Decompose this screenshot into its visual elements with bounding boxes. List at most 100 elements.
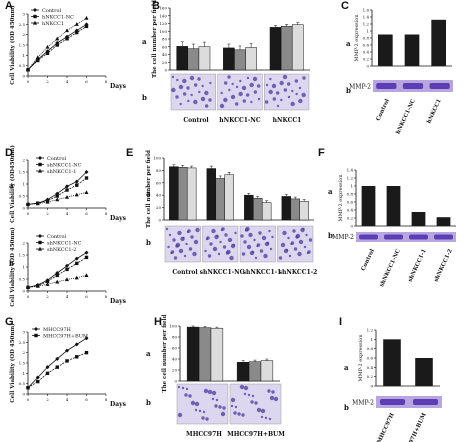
chart-i-ytick-label: 0.2 bbox=[367, 374, 374, 379]
micro-e-cell bbox=[297, 251, 302, 257]
micro-b-cell bbox=[298, 98, 303, 104]
micro-e-cell bbox=[269, 247, 273, 251]
micro-b-cell bbox=[264, 100, 269, 104]
panel-letter-e: E bbox=[126, 147, 134, 159]
chart-a-xtick-label: 2 bbox=[46, 79, 49, 84]
chart-g-point bbox=[45, 371, 50, 376]
row-letter-i-b: b bbox=[344, 403, 349, 412]
chart-b-ytick-label: 140 bbox=[159, 13, 167, 18]
chart-e-group-label: shNKCC1-1 bbox=[243, 269, 282, 276]
chart-c-bar bbox=[404, 34, 420, 66]
micro-e-cell bbox=[234, 231, 237, 235]
micro-e-cell bbox=[303, 245, 307, 249]
chart-e-bar bbox=[299, 201, 309, 221]
chart-d-a-point bbox=[45, 199, 50, 204]
chart-d-b-legend-marker bbox=[38, 246, 42, 251]
micro-h-cell bbox=[260, 415, 264, 419]
chart-c-ytick-label: 0.2 bbox=[363, 57, 370, 62]
micro-b-cell bbox=[249, 82, 254, 88]
chart-h-bar bbox=[260, 360, 274, 382]
chart-a-ytick-label: 0.5 bbox=[19, 63, 26, 68]
micro-h-cell bbox=[230, 397, 236, 403]
chart-e-bar bbox=[253, 198, 263, 221]
chart-b-bar bbox=[187, 48, 200, 71]
chart-a-xtick-label: 8 bbox=[105, 79, 108, 84]
micro-h-cell bbox=[268, 417, 272, 421]
chart-g-ytick-label: 1 bbox=[22, 371, 25, 376]
micro-b-cell bbox=[252, 76, 258, 82]
chart-d-b-xlabel: Days bbox=[110, 298, 127, 305]
micro-e-cell bbox=[230, 243, 236, 249]
chart-g-legend-marker bbox=[34, 333, 38, 338]
micro-b-cell bbox=[279, 80, 284, 86]
chart-e-group-label: shNKCC1-NC bbox=[200, 269, 245, 276]
micro-h-cell bbox=[201, 416, 205, 420]
chart-h-bar bbox=[210, 327, 224, 382]
chart-a-ylabel: Cell Viability (OD 450nm) bbox=[9, 5, 16, 85]
chart-b-ylabel: The cell number per field bbox=[152, 0, 158, 78]
chart-e-bar bbox=[178, 167, 188, 221]
chart-e-bar bbox=[261, 202, 272, 221]
micro-e-cell bbox=[173, 256, 178, 260]
micro-e-cell bbox=[205, 237, 209, 241]
micro-b-cell bbox=[295, 92, 298, 96]
micro-h-cell bbox=[222, 406, 226, 410]
micro-b-cell bbox=[271, 83, 277, 89]
chart-d-a-legend-label: Control bbox=[47, 156, 66, 162]
micro-e-cell bbox=[214, 234, 219, 240]
micro-e-cell bbox=[177, 230, 182, 236]
chart-h-bar bbox=[198, 327, 212, 382]
chart-d-a-legend-marker bbox=[38, 162, 42, 167]
chart-g-point bbox=[35, 375, 40, 380]
chart-c-bar bbox=[431, 19, 446, 66]
chart-d-b-ytick-label: 1.5 bbox=[19, 253, 26, 258]
chart-d-b-point bbox=[26, 285, 30, 289]
chart-d-a-point bbox=[35, 201, 40, 206]
blot-f-band bbox=[434, 234, 453, 240]
micro-h-cell bbox=[177, 412, 183, 418]
chart-a-point bbox=[55, 36, 60, 41]
chart-d-b-legend-marker bbox=[38, 240, 42, 245]
chart-g-point bbox=[84, 336, 89, 341]
micro-b-cell bbox=[239, 79, 242, 83]
panel-letter-c: C bbox=[341, 0, 349, 12]
micro-h-cell bbox=[239, 384, 245, 390]
chart-a-point bbox=[84, 24, 89, 29]
row-letter-d-a: a bbox=[9, 181, 14, 190]
blot-c-band bbox=[376, 83, 397, 89]
chart-d-a-point bbox=[84, 176, 89, 180]
chart-i-group-label: MHCC97H bbox=[376, 412, 395, 442]
row-letter-c-b: b bbox=[346, 86, 351, 95]
micro-b-cell bbox=[208, 98, 212, 102]
micro-b-cell bbox=[186, 86, 190, 90]
chart-d-a-legend-label: shNKCC1-1 bbox=[47, 169, 76, 175]
micro-h-cell bbox=[241, 413, 245, 417]
blot-c-band bbox=[402, 83, 424, 89]
chart-g-ytick-label: 3 bbox=[22, 330, 25, 335]
chart-d-a-point bbox=[65, 188, 69, 192]
micro-e-cell bbox=[282, 230, 287, 236]
micro-h-cell bbox=[207, 389, 213, 395]
chart-b-ytick-label: 100 bbox=[159, 29, 167, 34]
micro-e-cell bbox=[212, 246, 218, 252]
micro-h-cell bbox=[202, 410, 206, 414]
blot-f-band bbox=[409, 234, 428, 240]
chart-d-a-legend-marker bbox=[38, 168, 42, 173]
micro-b-cell bbox=[219, 103, 225, 109]
micro-e-cell bbox=[204, 249, 207, 253]
micro-e-cell bbox=[240, 234, 244, 238]
micro-e-cell bbox=[217, 252, 221, 256]
chart-h-ytick-label: 20 bbox=[172, 368, 178, 373]
micro-b-cell bbox=[209, 81, 212, 85]
micro-e-cell bbox=[168, 233, 172, 237]
chart-h-bar bbox=[186, 326, 200, 382]
chart-i-ytick-label: 0.4 bbox=[367, 365, 374, 370]
micro-b-cell bbox=[246, 76, 250, 80]
chart-b-ytick-label: 40 bbox=[162, 52, 168, 57]
chart-g-point bbox=[55, 365, 59, 369]
micro-b-cell bbox=[179, 102, 182, 106]
chart-f-ytick-label: 0.8 bbox=[347, 192, 354, 197]
micro-h-cell bbox=[267, 389, 271, 393]
chart-f-ytick-label: 1.4 bbox=[347, 168, 354, 173]
chart-d-a-xtick-label: 6 bbox=[85, 211, 88, 216]
